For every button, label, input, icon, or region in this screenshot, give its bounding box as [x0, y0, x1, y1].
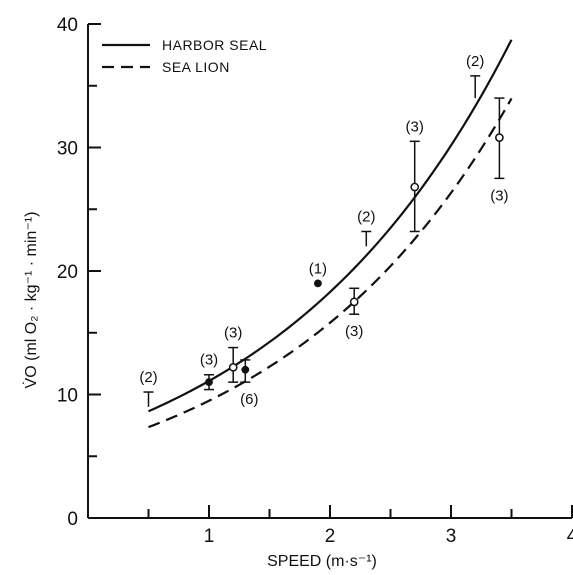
- data-point-harbor-seal: [205, 378, 213, 387]
- data-point-harbor-seal: [314, 279, 322, 288]
- legend: HARBOR SEAL SEA LION: [102, 37, 267, 75]
- legend-label-harbor-seal: HARBOR SEAL: [162, 37, 267, 53]
- x-tick-label: 3: [446, 526, 457, 547]
- data-point-sea-lion: [410, 182, 420, 192]
- data-point-sea-lion: [228, 362, 238, 372]
- y-tick-label: 10: [57, 386, 78, 407]
- sample-size-label-harbor-seal: (6): [240, 391, 258, 408]
- y-tick-label: 40: [57, 15, 78, 36]
- x-tick-label: 1: [204, 526, 215, 547]
- sample-size-label-harbor-seal: (2): [466, 53, 484, 70]
- data-point-harbor-seal: [241, 365, 250, 374]
- y-tick-label: 0: [67, 509, 78, 530]
- curves: [148, 39, 513, 429]
- sample-size-label-sea-lion: (3): [345, 323, 363, 340]
- data-point-sea-lion: [495, 133, 504, 142]
- sample-size-label-sea-lion: (3): [224, 325, 242, 342]
- y-axis-label: V̇O (ml O₂ · kg⁻¹ · min⁻¹): [22, 212, 40, 389]
- data-point-sea-lion: [349, 297, 359, 307]
- y-tick-label: 20: [57, 262, 78, 283]
- sample-size-label-sea-lion: (3): [490, 187, 508, 204]
- x-axis-label: SPEED (m·s⁻¹): [267, 553, 377, 570]
- sample-size-label-harbor-seal: (2): [357, 208, 375, 225]
- sample-size-label-harbor-seal: (3): [200, 352, 218, 369]
- curve-sea-lion: [148, 97, 513, 429]
- y-tick-label: 30: [57, 139, 78, 160]
- ticks: 0 10 20 30 40 1 2 3 4: [57, 15, 573, 547]
- points: (2) (3) (6) (1) (2) (2) (3) (3) (3) (3): [139, 53, 508, 408]
- sample-size-label-harbor-seal: (1): [309, 260, 327, 277]
- legend-label-sea-lion: SEA LION: [162, 59, 230, 75]
- x-tick-label: 2: [325, 526, 336, 547]
- sample-size-label-harbor-seal: (2): [139, 369, 157, 386]
- sample-size-label-sea-lion: (3): [406, 118, 424, 135]
- x-tick-label: 4: [567, 526, 573, 547]
